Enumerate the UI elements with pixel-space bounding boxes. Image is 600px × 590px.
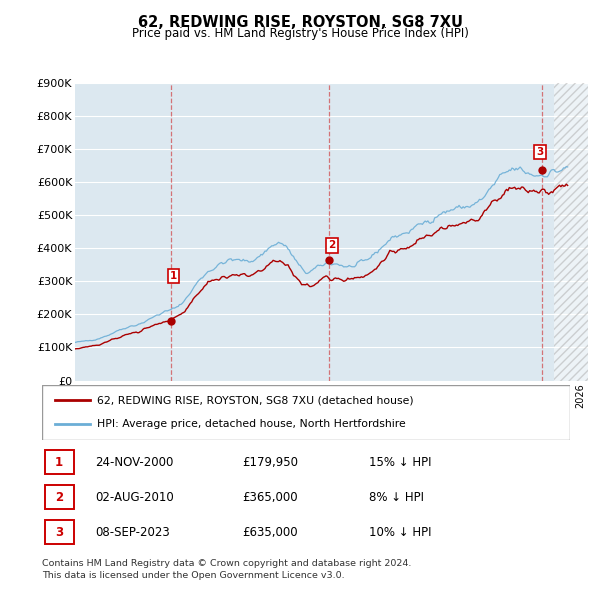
FancyBboxPatch shape bbox=[44, 485, 74, 509]
Text: 8% ↓ HPI: 8% ↓ HPI bbox=[370, 490, 424, 504]
Text: £635,000: £635,000 bbox=[242, 526, 298, 539]
Text: 3: 3 bbox=[536, 147, 544, 157]
Text: £365,000: £365,000 bbox=[242, 490, 298, 504]
Text: Price paid vs. HM Land Registry's House Price Index (HPI): Price paid vs. HM Land Registry's House … bbox=[131, 27, 469, 40]
Text: 24-NOV-2000: 24-NOV-2000 bbox=[95, 455, 173, 468]
Text: 08-SEP-2023: 08-SEP-2023 bbox=[95, 526, 170, 539]
Text: 10% ↓ HPI: 10% ↓ HPI bbox=[370, 526, 432, 539]
Text: 15% ↓ HPI: 15% ↓ HPI bbox=[370, 455, 432, 468]
Text: 2: 2 bbox=[328, 241, 335, 250]
FancyBboxPatch shape bbox=[44, 450, 74, 474]
Text: 1: 1 bbox=[55, 455, 63, 468]
Text: This data is licensed under the Open Government Licence v3.0.: This data is licensed under the Open Gov… bbox=[42, 571, 344, 579]
Text: 62, REDWING RISE, ROYSTON, SG8 7XU: 62, REDWING RISE, ROYSTON, SG8 7XU bbox=[137, 15, 463, 30]
Text: Contains HM Land Registry data © Crown copyright and database right 2024.: Contains HM Land Registry data © Crown c… bbox=[42, 559, 412, 568]
Text: 3: 3 bbox=[55, 526, 63, 539]
Text: 62, REDWING RISE, ROYSTON, SG8 7XU (detached house): 62, REDWING RISE, ROYSTON, SG8 7XU (deta… bbox=[97, 395, 414, 405]
FancyBboxPatch shape bbox=[42, 385, 570, 440]
Text: 1: 1 bbox=[170, 271, 177, 281]
Text: 02-AUG-2010: 02-AUG-2010 bbox=[95, 490, 173, 504]
Text: HPI: Average price, detached house, North Hertfordshire: HPI: Average price, detached house, Nort… bbox=[97, 419, 406, 430]
FancyBboxPatch shape bbox=[44, 520, 74, 544]
Text: 2: 2 bbox=[55, 490, 63, 504]
Text: £179,950: £179,950 bbox=[242, 455, 299, 468]
